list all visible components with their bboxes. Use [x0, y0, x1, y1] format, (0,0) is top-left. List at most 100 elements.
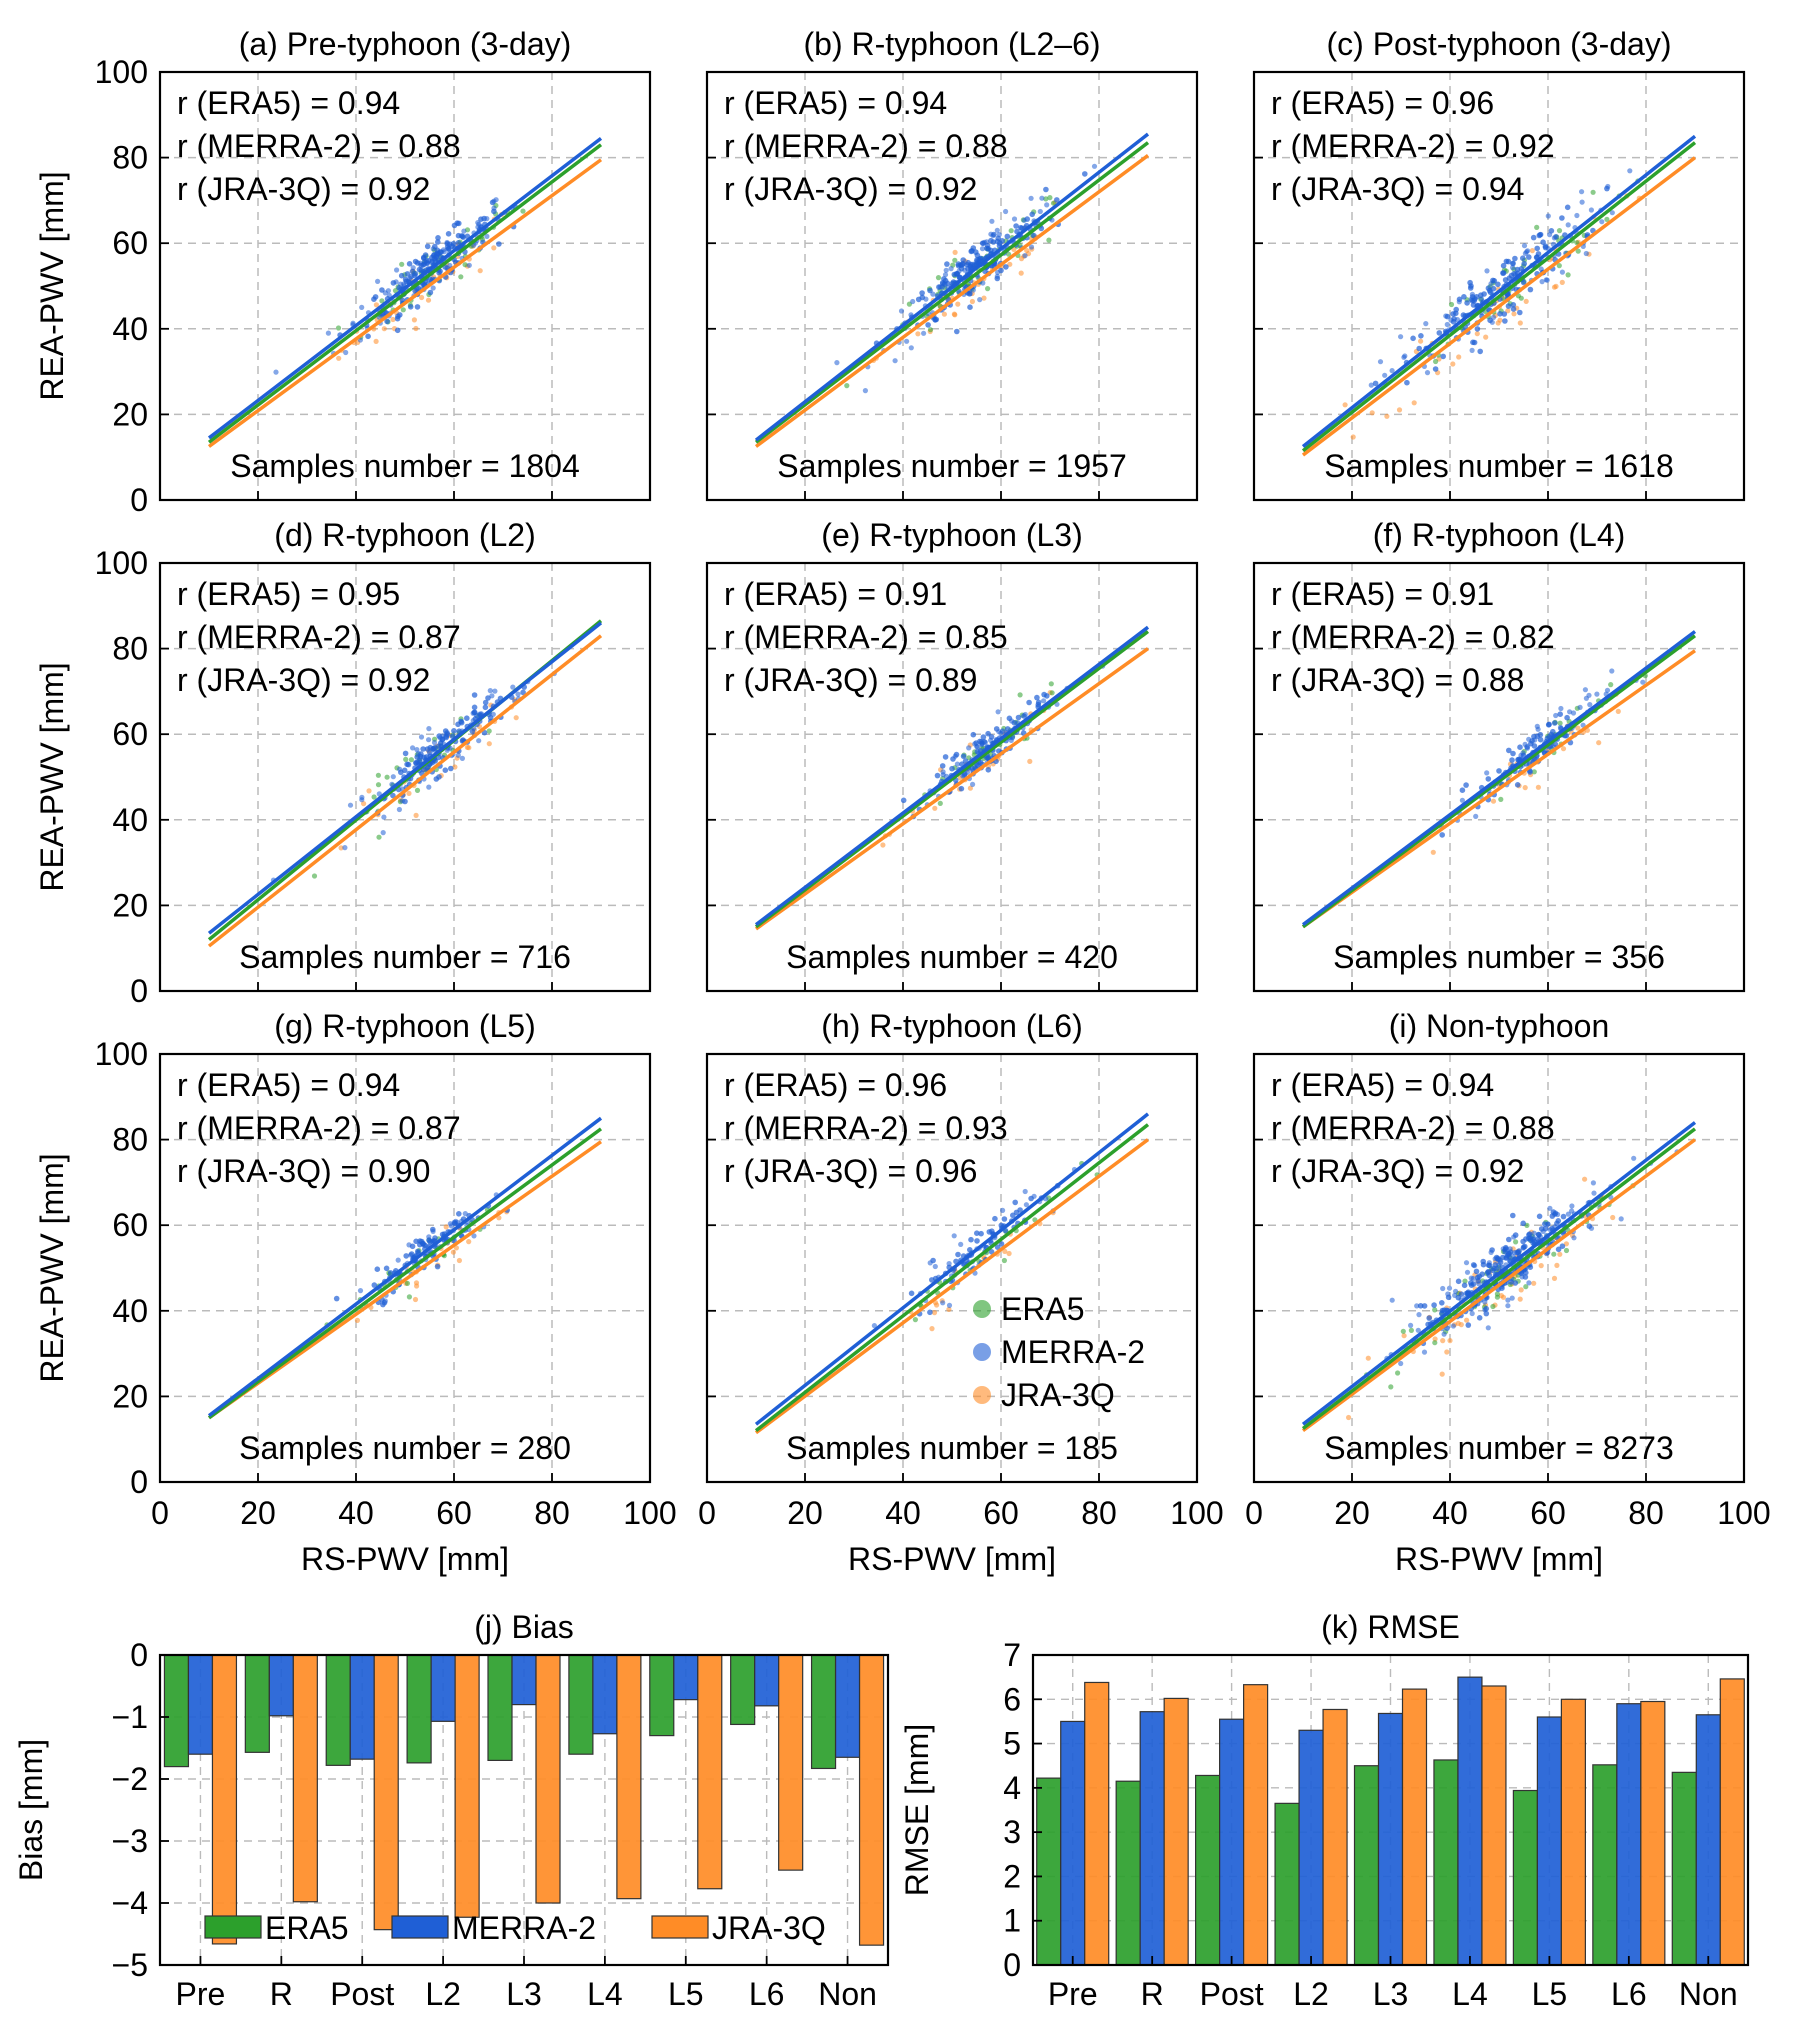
scatter-point: [404, 761, 410, 768]
x-tick-label: Post: [330, 1976, 394, 2012]
scatter-point: [1506, 275, 1513, 282]
scatter-point: [1591, 1190, 1597, 1196]
scatter-point: [397, 312, 403, 318]
scatter-point: [1436, 330, 1443, 336]
scatter-point: [1550, 728, 1556, 735]
scatter-point: [1529, 248, 1535, 254]
scatter-point: [491, 245, 497, 251]
scatter-point: [943, 267, 949, 273]
scatter-point: [1474, 1274, 1481, 1281]
scatter-point: [871, 1323, 878, 1329]
scatter-point: [484, 233, 490, 239]
scatter-point: [376, 834, 382, 840]
correlation-label: r (JRA-3Q) = 0.90: [177, 1153, 430, 1189]
scatter-point: [1006, 251, 1012, 257]
scatter-point: [974, 1230, 980, 1236]
scatter-point: [1470, 339, 1476, 346]
scatter-point: [1609, 668, 1615, 674]
fit-line-era5: [207, 1127, 603, 1420]
scatter-point: [383, 1265, 390, 1272]
scatter-point: [1439, 1300, 1445, 1306]
scatter-point: [482, 699, 489, 706]
fit-line-jra-3q: [1301, 1138, 1697, 1433]
scatter-point: [374, 1266, 381, 1272]
scatter-point: [898, 308, 905, 314]
scatter-point: [1505, 308, 1511, 314]
scatter-point: [1560, 1213, 1567, 1220]
bar-merra-2: [1060, 1720, 1086, 1966]
scatter-point: [937, 800, 943, 807]
scatter-point: [1570, 710, 1577, 716]
scatter-point: [1631, 1155, 1637, 1161]
scatter-point: [426, 784, 432, 790]
bar-jra-3q: [1322, 1708, 1348, 1966]
scatter-point: [456, 1211, 462, 1217]
correlation-label: r (MERRA-2) = 0.82: [1271, 619, 1555, 655]
scatter-point: [862, 388, 869, 394]
scatter-point: [1494, 1291, 1500, 1297]
scatter-point: [1483, 1305, 1489, 1312]
samples-label: Samples number = 185: [786, 1430, 1118, 1466]
scatter-point: [834, 360, 840, 366]
scatter-point: [978, 1230, 984, 1237]
scatter-point: [1008, 228, 1014, 234]
scatter-point: [1463, 1260, 1470, 1266]
bar-merra-2: [1298, 1729, 1324, 1966]
scatter-point: [979, 246, 986, 252]
scatter-point: [422, 252, 429, 258]
scatter-point: [1505, 1303, 1511, 1309]
fit-line-era5: [1301, 141, 1697, 453]
scatter-point: [381, 814, 387, 820]
scatter-point: [1369, 410, 1375, 416]
scatter-point: [1583, 250, 1589, 257]
x-tick-label: 40: [885, 1495, 921, 1531]
scatter-point: [415, 1248, 421, 1255]
scatter-point: [466, 1239, 472, 1245]
scatter-point: [1517, 1296, 1523, 1302]
panel-title: (g) R-typhoon (L5): [274, 1008, 535, 1044]
scatter-point: [434, 247, 441, 253]
scatter-point: [1382, 372, 1388, 378]
scatter-point: [1556, 263, 1562, 269]
scatter-point: [1481, 291, 1487, 297]
scatter-point: [375, 278, 381, 284]
scatter-point: [939, 763, 946, 769]
scatter-point: [418, 734, 425, 740]
bar-merra-2: [511, 1654, 537, 1706]
bar-merra-2: [1536, 1716, 1562, 1966]
scatter-point: [1462, 1278, 1468, 1284]
scatter-point: [1535, 1231, 1542, 1238]
scatter-point: [1523, 1284, 1529, 1290]
scatter-point: [338, 845, 344, 851]
scatter-point: [412, 1296, 419, 1303]
y-tick-label: 60: [112, 716, 148, 752]
bar-jra-3q: [1401, 1688, 1428, 1966]
scatter-point: [1509, 757, 1515, 763]
scatter-point: [430, 285, 436, 291]
correlation-label: r (MERRA-2) = 0.87: [177, 1110, 461, 1146]
correlation-label: r (MERRA-2) = 0.93: [724, 1110, 1008, 1146]
scatter-point: [1050, 200, 1057, 206]
scatter-point: [927, 327, 934, 333]
scatter-point: [1439, 1371, 1445, 1377]
scatter-point: [931, 1310, 938, 1316]
scatter-point: [354, 1317, 360, 1323]
y-tick-label: 2: [1003, 1858, 1021, 1894]
scatter-point: [1022, 253, 1028, 259]
scatter-point: [952, 249, 958, 255]
scatter-point: [950, 756, 956, 762]
scatter-point: [1586, 692, 1592, 698]
bar-era5: [1195, 1774, 1221, 1966]
scatter-point: [1455, 1294, 1462, 1301]
scatter-point: [965, 259, 971, 266]
samples-label: Samples number = 280: [239, 1430, 571, 1466]
x-tick-label: 0: [698, 1495, 716, 1531]
scatter-point: [1511, 311, 1517, 317]
scatter-point: [1432, 1307, 1438, 1313]
correlation-label: r (ERA5) = 0.94: [177, 1067, 400, 1103]
bar-merra-2: [834, 1654, 861, 1758]
scatter-point: [1003, 264, 1009, 270]
axes-frame: [705, 1052, 1199, 1484]
scatter-point: [1510, 260, 1516, 267]
scatter-point: [1418, 338, 1424, 344]
